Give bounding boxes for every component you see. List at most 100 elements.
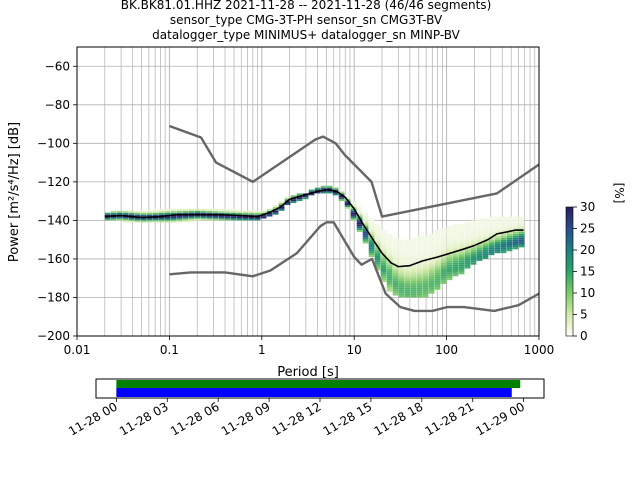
- density-cell: [422, 255, 429, 258]
- coverage-tick-label: 11-28 03: [117, 399, 171, 438]
- density-cell: [434, 268, 441, 271]
- density-cell: [164, 220, 171, 223]
- density-cell: [434, 274, 441, 277]
- density-cell: [380, 266, 387, 269]
- density-cell: [458, 237, 465, 240]
- density-cell: [314, 187, 321, 190]
- density-cell: [452, 255, 459, 258]
- y-tick-label: −80: [45, 98, 70, 112]
- density-cell: [158, 214, 165, 217]
- density-cell: [218, 218, 225, 221]
- density-cell: [434, 245, 441, 248]
- density-cell: [362, 224, 369, 227]
- density-cell: [380, 255, 387, 258]
- density-cell: [416, 237, 423, 240]
- density-cell: [386, 255, 393, 258]
- curve-lines: [104, 124, 540, 313]
- density-cell: [506, 218, 513, 221]
- density-cell: [392, 257, 399, 259]
- density-cell: [476, 247, 483, 250]
- density-cell: [326, 191, 333, 194]
- density-cell: [446, 237, 453, 240]
- density-cell: [446, 264, 453, 267]
- density-cell: [458, 255, 465, 258]
- density-cell: [218, 214, 225, 217]
- density-cell: [518, 230, 525, 232]
- density-cell: [344, 204, 351, 207]
- density-cell: [464, 266, 471, 269]
- density-cell: [464, 245, 471, 248]
- density-cell: [410, 243, 417, 246]
- density-cell: [512, 230, 519, 232]
- density-cell: [476, 258, 483, 261]
- density-cell: [242, 218, 249, 221]
- colorbar-tick-label: 20: [580, 243, 595, 257]
- density-cell: [392, 237, 399, 240]
- density-cell: [500, 233, 507, 236]
- density-cell: [464, 255, 471, 258]
- density-cell: [410, 258, 417, 261]
- density-cell: [212, 218, 219, 221]
- density-cell: [434, 257, 441, 259]
- density-cell: [434, 280, 441, 283]
- density-cell: [134, 212, 141, 215]
- density-cell: [182, 214, 189, 217]
- density-cell: [368, 253, 375, 256]
- density-cell: [380, 230, 387, 232]
- density-cell: [374, 255, 381, 258]
- density-cell: [176, 212, 183, 215]
- density-cell: [110, 216, 117, 219]
- density-cell: [380, 270, 387, 273]
- density-cell: [356, 228, 363, 231]
- density-cell: [386, 241, 393, 244]
- density-cell: [140, 218, 147, 221]
- density-cell: [494, 231, 501, 234]
- density-cell: [398, 249, 405, 252]
- density-cell: [416, 276, 423, 279]
- density-cell: [494, 216, 501, 219]
- x-tick-label: 10: [347, 343, 362, 357]
- density-cell: [512, 226, 519, 229]
- density-cell: [512, 237, 519, 240]
- density-cell: [458, 241, 465, 244]
- density-cell: [254, 210, 261, 213]
- density-cell: [434, 253, 441, 256]
- density-cell: [200, 212, 207, 215]
- density-cell: [488, 233, 495, 236]
- density-cell: [488, 251, 495, 254]
- density-cell: [476, 220, 483, 223]
- probability-density: [104, 185, 525, 298]
- density-cell: [380, 231, 387, 234]
- density-cell: [446, 274, 453, 277]
- density-cell: [458, 257, 465, 259]
- density-cell: [392, 283, 399, 286]
- density-cell: [476, 239, 483, 242]
- density-cell: [374, 260, 381, 263]
- density-cell: [416, 264, 423, 267]
- density-cell: [512, 235, 519, 238]
- x-tick-label: 0.1: [160, 343, 179, 357]
- density-cell: [152, 218, 159, 221]
- density-cell: [416, 247, 423, 250]
- density-cell: [248, 212, 255, 215]
- density-cell: [110, 210, 117, 213]
- density-cell: [392, 276, 399, 279]
- density-cell: [434, 241, 441, 244]
- density-cell: [320, 185, 327, 188]
- density-cell: [386, 274, 393, 277]
- density-cell: [386, 285, 393, 288]
- density-cell: [500, 226, 507, 229]
- density-cell: [140, 212, 147, 215]
- density-cell: [494, 226, 501, 229]
- density-cell: [458, 235, 465, 238]
- density-cell: [434, 276, 441, 279]
- density-cell: [404, 278, 411, 281]
- colorbar-tick-label: 30: [580, 200, 595, 214]
- density-cell: [374, 257, 381, 259]
- density-cell: [494, 245, 501, 248]
- density-cell: [116, 212, 123, 215]
- density-cell: [494, 235, 501, 238]
- coverage-tick-label: 11-28 12: [270, 399, 324, 438]
- density-cell: [290, 199, 297, 202]
